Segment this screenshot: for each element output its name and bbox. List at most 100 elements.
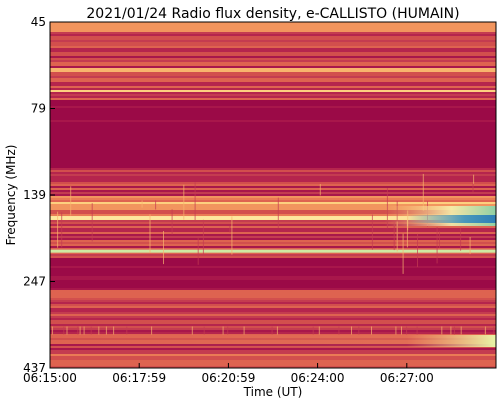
spectrum-row [50,166,496,169]
spectrum-row [50,350,496,353]
x-tick-label: 06:20:59 [201,371,255,385]
y-tick-label: 437 [23,361,46,375]
noise-streak [276,326,278,335]
noise-streak [183,184,185,220]
spectrum-row [50,258,496,261]
spectrum-row [50,142,496,145]
y-axis: 45 79 139 247 437 [23,15,55,375]
spectrum-row [50,174,496,177]
spectrum-row [50,294,496,297]
noise-streak [436,227,438,264]
noise-streak [61,212,63,248]
spectrum-row [50,316,496,319]
spectrum-row [50,148,496,151]
spectrum-row [50,234,496,237]
noise-streak [319,184,321,196]
spectrum-row [50,140,496,143]
noise-streak [472,182,474,194]
spectrum-row [50,44,496,47]
spectrum-row [50,186,496,189]
spectrum-row [50,196,496,199]
spectrum-row [50,136,496,139]
y-tick-label: 45 [31,15,46,29]
spectrum-row [50,152,496,155]
spectrum-row [50,266,496,269]
spectrum-row [50,268,496,271]
spectrum-row [50,66,496,69]
y-tick-label: 79 [31,102,46,116]
spectrum-row [50,116,496,119]
spectrum-row [50,236,496,239]
spectrum-row [50,42,496,45]
noise-streak [63,326,65,335]
spectrum-row [50,272,496,275]
spectrum-row [50,184,496,187]
spectrum-row [50,318,496,321]
spectrum-row [50,302,496,305]
noise-streak [450,326,452,335]
spectrum-row [50,60,496,63]
spectrum-row [50,82,496,85]
noise-streak [79,326,81,335]
noise-streak [151,326,153,335]
spectrum-row [50,128,496,131]
spectrum-row [50,296,496,299]
spectrum-row [50,264,496,267]
spectrum-row [50,364,496,367]
noise-streak [351,326,352,335]
spectrum-row [50,68,496,71]
y-axis-label: Frequency (MHz) [4,145,18,246]
spectrum-row [50,180,496,183]
spectrum-row [50,28,496,31]
noise-streak [243,326,245,335]
noise-streak [460,227,462,251]
spectrum-row [50,238,496,241]
spectrum-row [50,160,496,163]
spectrum-row [50,102,496,105]
x-tick-label: 06:15:00 [23,371,77,385]
spectrum-row [50,112,496,115]
spectrum-row [50,54,496,57]
spectrum-row [50,154,496,157]
spectrum-row [50,70,496,73]
spectrum-row [50,178,496,181]
spectrum-row [50,326,496,329]
spectrum-row [50,176,496,179]
noise-streak [395,326,397,335]
spectrum-row [50,308,496,311]
noise-streak [453,326,455,335]
spectrum-row [50,80,496,83]
spectrum-row [50,300,496,303]
noise-streak [203,326,205,335]
spectrum-row [50,244,496,247]
spectrum-row [50,278,496,281]
spectrum-row [50,74,496,77]
spectrum-row [50,252,496,255]
spectrum-row [50,150,496,153]
spectrum-row [50,164,496,167]
noise-streak [493,326,495,335]
noise-streak [338,326,340,335]
spectrum-row [50,24,496,27]
spectrum-row [50,168,496,171]
spectrum-row [50,274,496,277]
spectrum-row [50,58,496,61]
noise-streak [229,225,231,233]
spectrum-row [50,134,496,137]
spectrum-row [50,98,496,101]
spectrum-row [50,106,496,109]
spectrum-row [50,26,496,29]
spectrum-row [50,242,496,245]
noise-streak [222,326,224,335]
noise-streak [66,326,68,335]
spectrum-row [50,90,496,93]
spectrum-row [50,48,496,51]
spectrum-row [50,200,496,203]
noise-streak [105,326,107,335]
spectrum-row [50,172,496,175]
spectrum-row [50,260,496,263]
noise-streak [371,214,373,250]
x-axis-label: Time (UT) [243,385,303,399]
spectrum-row [50,352,496,355]
noise-streak [438,231,440,248]
